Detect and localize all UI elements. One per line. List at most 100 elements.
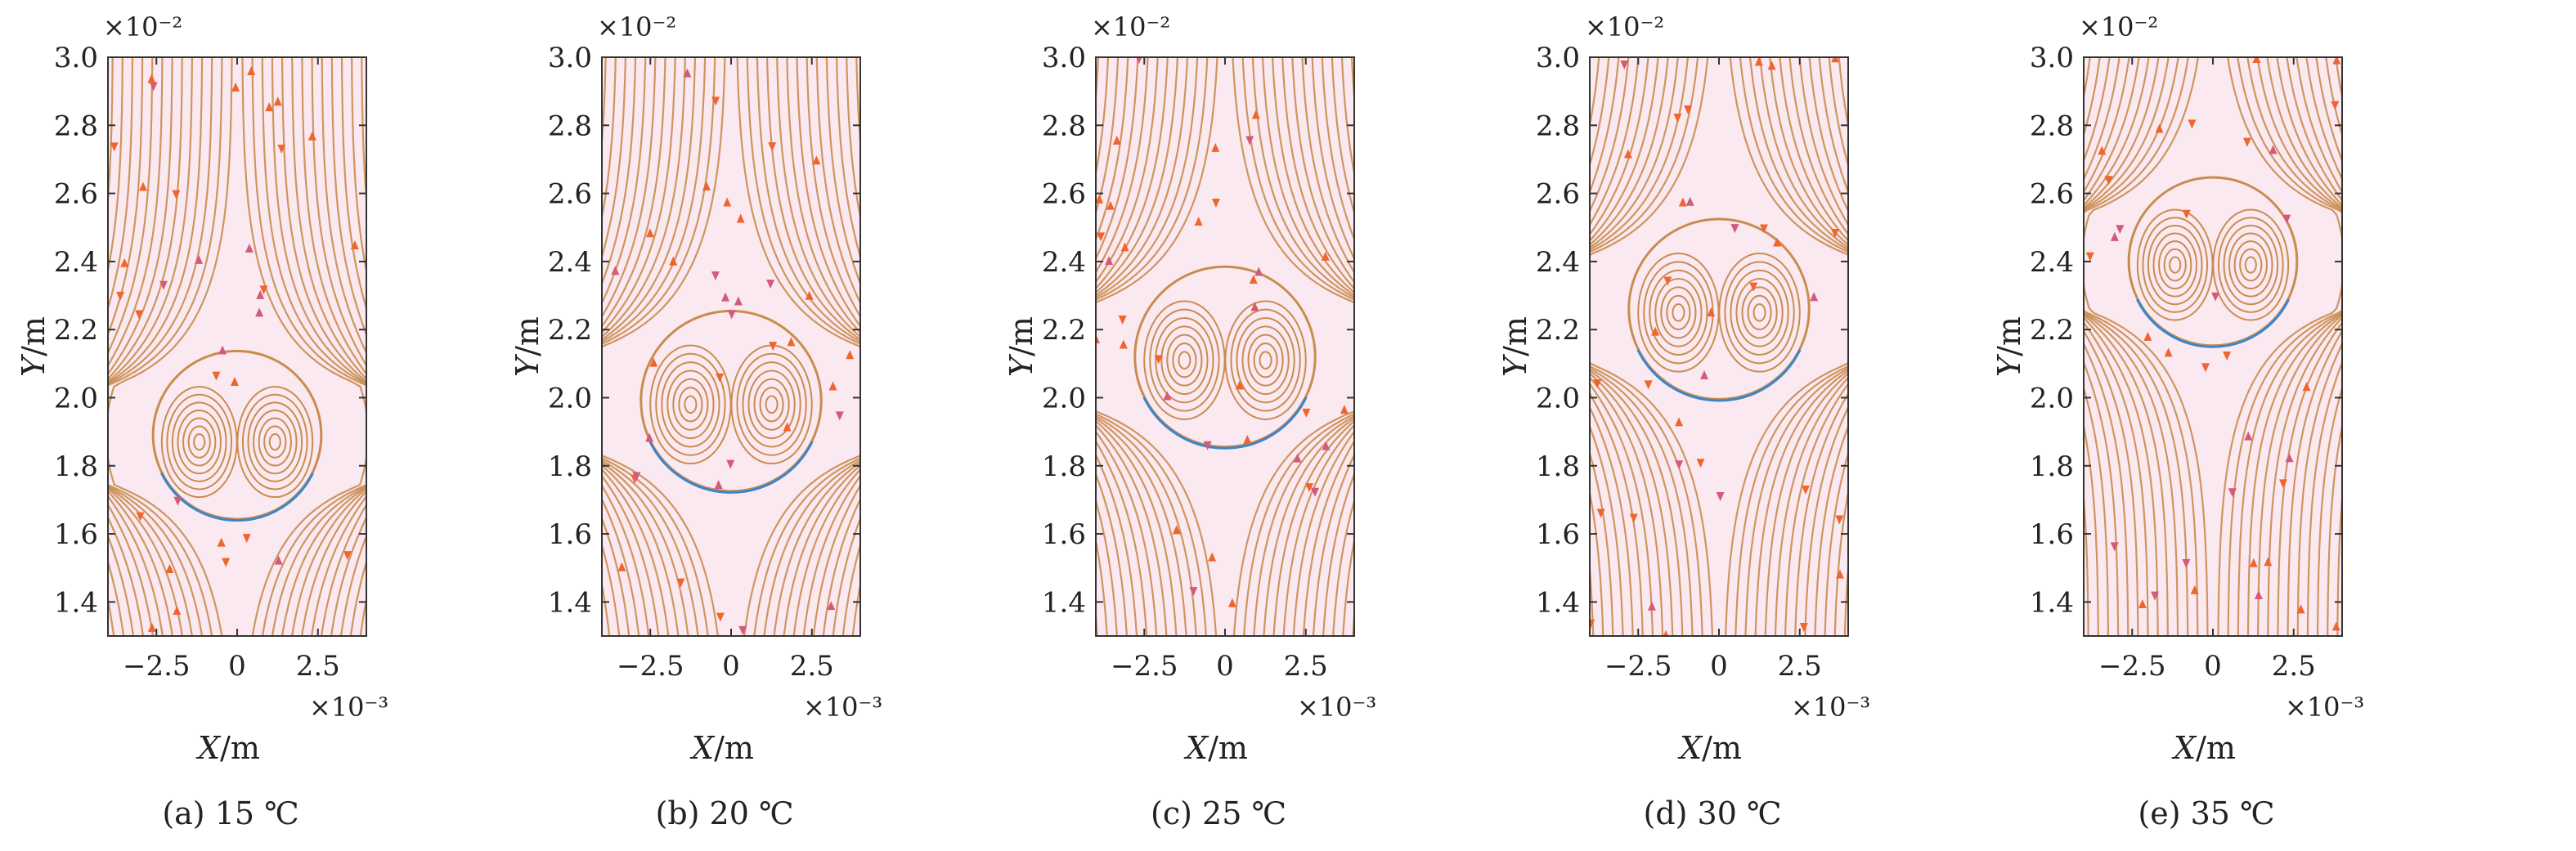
x-axis-var: X bbox=[1183, 730, 1209, 766]
x-axis-var: X bbox=[689, 730, 716, 766]
streamline bbox=[2316, 57, 2342, 636]
streamline bbox=[846, 57, 860, 636]
flow-arrow bbox=[147, 622, 156, 632]
streamline bbox=[2327, 57, 2342, 636]
streamline bbox=[1590, 57, 1703, 636]
flow-arrow bbox=[714, 480, 723, 490]
flow-arrow bbox=[1685, 196, 1694, 206]
x-tick-label: 2.5 bbox=[296, 650, 340, 683]
flow-arrow bbox=[2249, 558, 2258, 567]
flow-arrow bbox=[1208, 552, 1217, 562]
flow-arrow bbox=[1194, 216, 1203, 226]
streamline bbox=[1804, 57, 1848, 636]
flow-arrow bbox=[1716, 492, 1725, 502]
flow-arrow bbox=[2331, 621, 2340, 631]
streamline bbox=[1096, 57, 1129, 636]
streamline bbox=[2257, 57, 2342, 636]
streamline bbox=[1096, 57, 1120, 636]
vortex-ring bbox=[1224, 300, 1307, 420]
streamline bbox=[796, 57, 860, 636]
flow-arrow bbox=[1730, 224, 1739, 234]
y-multiplier: ×10⁻² bbox=[597, 11, 676, 43]
vortex-ring bbox=[765, 395, 779, 414]
flow-arrow bbox=[1700, 370, 1709, 380]
flow-arrow bbox=[828, 381, 837, 391]
flow-arrow bbox=[1105, 256, 1114, 266]
vortex-ring bbox=[177, 410, 222, 475]
y-tick-label: 2.4 bbox=[54, 246, 98, 279]
flow-arrow bbox=[1136, 57, 1142, 65]
streamline bbox=[1096, 57, 1149, 636]
flow-arrow bbox=[2164, 347, 2173, 357]
x-axis-label: X/m bbox=[689, 730, 754, 766]
vortex-ring bbox=[182, 417, 217, 467]
streamline bbox=[1590, 57, 1684, 636]
streamline bbox=[1590, 57, 1713, 636]
y-tick-label: 1.4 bbox=[54, 586, 98, 619]
streamline bbox=[2084, 57, 2159, 636]
x-multiplier: ×10⁻³ bbox=[803, 692, 882, 723]
streamline bbox=[1271, 57, 1354, 636]
flow-arrow bbox=[2182, 209, 2191, 219]
flow-arrow bbox=[702, 181, 711, 191]
flow-arrow bbox=[721, 292, 730, 302]
streamline bbox=[2084, 57, 2149, 636]
flow-arrow bbox=[1651, 326, 1660, 336]
flow-arrow bbox=[1112, 135, 1121, 145]
vortex-ring bbox=[666, 370, 715, 440]
y-tick-label: 2.8 bbox=[54, 110, 98, 142]
streamlines bbox=[108, 57, 366, 636]
flow-arrow bbox=[222, 558, 231, 567]
flow-arrow bbox=[611, 266, 620, 275]
flow-arrow bbox=[2104, 176, 2113, 186]
x-axis-var: X bbox=[195, 730, 222, 766]
vortex-ring bbox=[684, 395, 698, 414]
streamline bbox=[1321, 57, 1354, 636]
flow-arrow bbox=[1254, 266, 1263, 276]
vortex-ring bbox=[2147, 224, 2203, 306]
streamline bbox=[108, 57, 233, 636]
x-multiplier: ×10⁻³ bbox=[2285, 692, 2364, 723]
flow-arrow bbox=[2264, 557, 2273, 567]
streamline bbox=[108, 57, 173, 636]
flow-arrow bbox=[1620, 60, 1629, 70]
x-axis-var: X bbox=[2171, 730, 2197, 766]
y-tick-label: 3.0 bbox=[1042, 42, 1086, 74]
y-axis-unit: /m bbox=[1497, 316, 1533, 356]
streamline bbox=[1241, 57, 1354, 636]
vortex-ring bbox=[1747, 294, 1772, 331]
x-axis-unit: /m bbox=[714, 730, 754, 766]
streamline bbox=[1824, 57, 1848, 636]
y-tick-label: 2.2 bbox=[2030, 314, 2074, 347]
flow-arrow bbox=[1293, 453, 1302, 463]
flow-arrow bbox=[212, 371, 221, 381]
streamline bbox=[108, 57, 193, 636]
flow-arrow bbox=[173, 496, 182, 506]
streamline bbox=[602, 57, 657, 636]
vortex-ring bbox=[1178, 351, 1192, 370]
streamline bbox=[1350, 57, 1354, 636]
flow-arrow bbox=[1189, 587, 1198, 597]
vortex-ring bbox=[1718, 253, 1801, 373]
panel-1: 1.4 1.6 1.8 2.0 2.2 2.4 2.6 2.8 3.0 −2.5 0 2.5 ×10⁻²… bbox=[16, 11, 388, 831]
streamline bbox=[301, 57, 366, 636]
flow-arrow bbox=[1311, 487, 1320, 497]
flow-arrow bbox=[135, 310, 144, 320]
vortex-ring bbox=[1724, 261, 1795, 365]
vortex-ring bbox=[253, 410, 298, 475]
y-tick-label: 2.2 bbox=[548, 314, 592, 347]
flow-arrow bbox=[645, 228, 654, 238]
streamline bbox=[1281, 57, 1354, 636]
vortex-ring bbox=[241, 393, 308, 490]
vortex-ring bbox=[1247, 334, 1284, 387]
y-tick-label: 1.8 bbox=[54, 450, 98, 483]
vortex-ring bbox=[747, 370, 796, 440]
flow-arrow bbox=[149, 82, 158, 92]
vortex-ring bbox=[753, 378, 790, 431]
flow-arrow bbox=[1647, 601, 1656, 611]
flow-arrow bbox=[247, 66, 256, 76]
streamline bbox=[1590, 57, 1614, 636]
streamline bbox=[1340, 57, 1354, 636]
y-tick-label: 1.4 bbox=[1042, 586, 1086, 619]
streamline bbox=[776, 57, 860, 636]
